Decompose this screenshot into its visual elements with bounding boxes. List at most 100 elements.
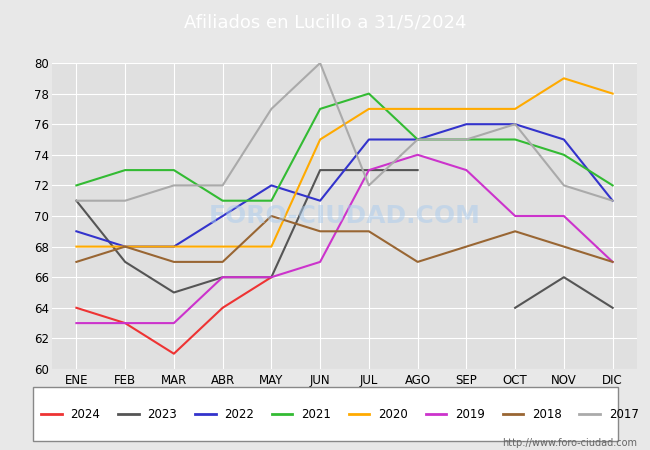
2023: [218, 274, 227, 280]
2019: [365, 167, 373, 173]
2021: [560, 152, 568, 158]
Line: 2024: 2024: [77, 277, 272, 354]
2020: [121, 244, 129, 249]
Text: FORO-CIUDAD.COM: FORO-CIUDAD.COM: [209, 204, 480, 228]
2019: [316, 259, 324, 265]
2022: [72, 229, 81, 234]
FancyBboxPatch shape: [32, 387, 617, 441]
2020: [268, 244, 276, 249]
2017: [121, 198, 129, 203]
2022: [170, 244, 178, 249]
2023: [170, 290, 178, 295]
2021: [170, 167, 178, 173]
2021: [121, 167, 129, 173]
2018: [121, 244, 129, 249]
2017: [463, 137, 471, 142]
2024: [218, 305, 227, 310]
2020: [463, 106, 471, 112]
2017: [511, 122, 519, 127]
2018: [560, 244, 568, 249]
2021: [218, 198, 227, 203]
2021: [365, 91, 373, 96]
2021: [511, 137, 519, 142]
2022: [268, 183, 276, 188]
2022: [365, 137, 373, 142]
2018: [413, 259, 421, 265]
Line: 2019: 2019: [77, 155, 612, 323]
2023: [121, 259, 129, 265]
2018: [463, 244, 471, 249]
2018: [511, 229, 519, 234]
2019: [413, 152, 421, 158]
2022: [218, 213, 227, 219]
2021: [316, 106, 324, 112]
2019: [121, 320, 129, 326]
2022: [413, 137, 421, 142]
Text: http://www.foro-ciudad.com: http://www.foro-ciudad.com: [502, 438, 637, 448]
2017: [316, 60, 324, 66]
Text: 2021: 2021: [301, 408, 331, 420]
2021: [268, 198, 276, 203]
2017: [560, 183, 568, 188]
2017: [608, 198, 616, 203]
2019: [560, 213, 568, 219]
2024: [121, 320, 129, 326]
Text: 2024: 2024: [71, 408, 100, 420]
Text: 2017: 2017: [608, 408, 638, 420]
2021: [413, 137, 421, 142]
2023: [316, 167, 324, 173]
Text: 2020: 2020: [378, 408, 408, 420]
2020: [72, 244, 81, 249]
2017: [72, 198, 81, 203]
2024: [268, 274, 276, 280]
2017: [365, 183, 373, 188]
2018: [170, 259, 178, 265]
2024: [170, 351, 178, 356]
Text: 2022: 2022: [224, 408, 254, 420]
Line: 2022: 2022: [77, 124, 612, 247]
2019: [170, 320, 178, 326]
2020: [170, 244, 178, 249]
Line: 2018: 2018: [77, 216, 612, 262]
2019: [72, 320, 81, 326]
2019: [268, 274, 276, 280]
2019: [218, 274, 227, 280]
2023: [268, 274, 276, 280]
2019: [511, 213, 519, 219]
2021: [608, 183, 616, 188]
2022: [316, 198, 324, 203]
Line: 2023: 2023: [77, 170, 417, 292]
2023: [365, 167, 373, 173]
2020: [560, 76, 568, 81]
Text: 2023: 2023: [148, 408, 177, 420]
2018: [268, 213, 276, 219]
2018: [218, 259, 227, 265]
2024: [72, 305, 81, 310]
2020: [365, 106, 373, 112]
2019: [463, 167, 471, 173]
2017: [413, 137, 421, 142]
2021: [463, 137, 471, 142]
Line: 2021: 2021: [77, 94, 612, 201]
2022: [608, 198, 616, 203]
2020: [511, 106, 519, 112]
2022: [511, 122, 519, 127]
2020: [218, 244, 227, 249]
2019: [608, 259, 616, 265]
2020: [316, 137, 324, 142]
2021: [72, 183, 81, 188]
2023: [72, 198, 81, 203]
2018: [72, 259, 81, 265]
2018: [365, 229, 373, 234]
2018: [316, 229, 324, 234]
Line: 2020: 2020: [77, 78, 612, 247]
Text: Afiliados en Lucillo a 31/5/2024: Afiliados en Lucillo a 31/5/2024: [184, 14, 466, 32]
2020: [413, 106, 421, 112]
2017: [218, 183, 227, 188]
2022: [560, 137, 568, 142]
2017: [268, 106, 276, 112]
2022: [463, 122, 471, 127]
Text: 2019: 2019: [455, 408, 485, 420]
2020: [608, 91, 616, 96]
2023: [413, 167, 421, 173]
